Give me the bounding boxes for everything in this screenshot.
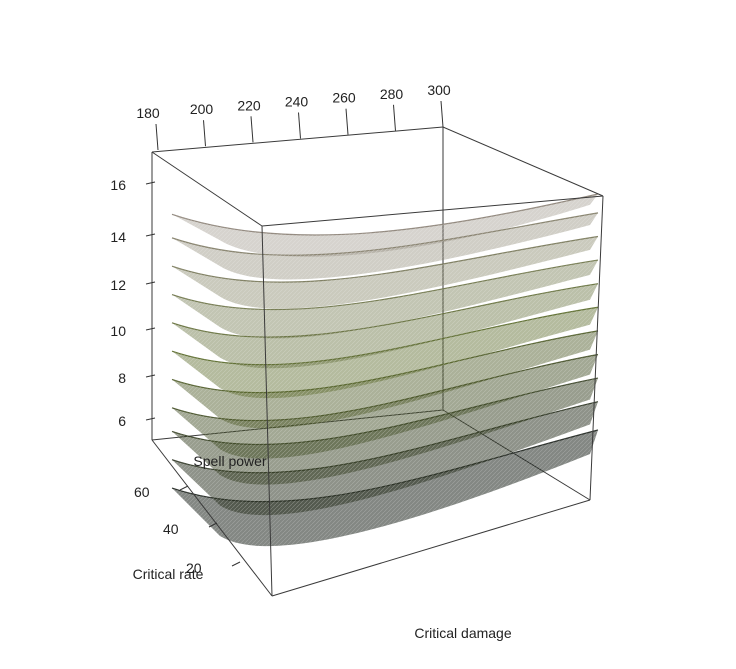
x-tick [250, 116, 254, 143]
z-tick [145, 374, 156, 378]
z-tick [145, 327, 156, 331]
x-tick-label: 180 [136, 105, 160, 121]
x-tick-label: 280 [380, 86, 404, 102]
x-tick-label: 240 [285, 94, 309, 110]
y-tick [208, 522, 218, 528]
x-tick [440, 100, 444, 128]
z-tick-label: 14 [110, 229, 126, 245]
x-tick [155, 123, 159, 151]
z-tick-label: 10 [110, 323, 126, 339]
z-tick [145, 281, 156, 285]
x-tick-label: 300 [427, 82, 451, 98]
z-tick [145, 417, 156, 421]
y-tick-label: 20 [186, 560, 202, 576]
y-tick-label: 40 [163, 521, 179, 537]
x-tick [393, 104, 396, 131]
surface-layer [171, 259, 599, 339]
z-tick [145, 181, 156, 185]
z-tick [145, 233, 156, 237]
z-tick-label: 12 [110, 277, 126, 293]
y-tick-label: 60 [134, 484, 150, 500]
z-tick-label: 8 [118, 370, 126, 386]
z-axis: 6 8 10 12 14 16 [110, 177, 156, 429]
z-tick-label: 16 [110, 177, 126, 193]
x-tick [345, 108, 349, 135]
y-axis-label: Critical rate [133, 566, 204, 582]
surface-layers [171, 193, 599, 547]
x-tick-label: 260 [332, 90, 356, 106]
z-tick-label: 6 [118, 413, 126, 429]
x-axis: 180 200 220 240 260 280 300 [136, 82, 451, 151]
y-tick [179, 485, 189, 491]
x-tick [298, 112, 301, 139]
y-axis: 20 40 60 [134, 484, 241, 576]
box-front-edges [151, 126, 604, 597]
x-tick-label: 200 [190, 101, 214, 117]
x-tick [203, 120, 206, 147]
surface-layer [171, 235, 599, 309]
z-axis-label: Spell power [193, 453, 266, 469]
surface-layer [171, 193, 599, 257]
x-axis-label: Critical damage [414, 625, 511, 641]
x-tick-label: 220 [237, 97, 261, 113]
y-tick [231, 561, 241, 567]
